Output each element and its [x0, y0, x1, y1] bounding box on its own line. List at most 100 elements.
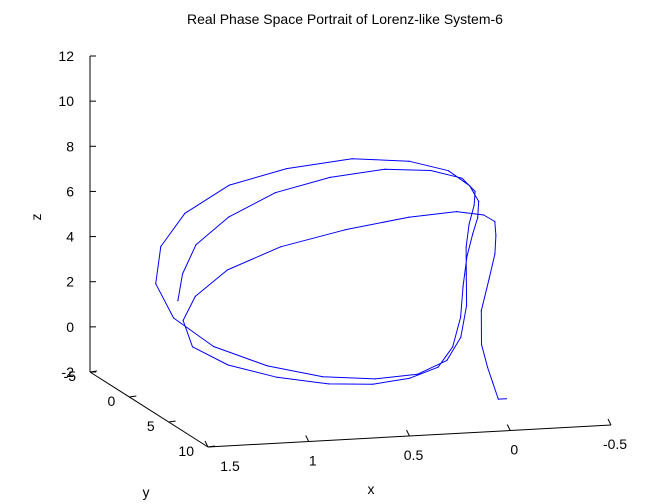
trajectory-point: [322, 376, 324, 378]
trajectory-point: [472, 233, 474, 235]
y-axis-line: [89, 371, 209, 448]
trajectory-point: [473, 204, 475, 206]
trajectory-point: [274, 192, 276, 194]
trajectory-point: [351, 158, 353, 160]
trajectory-point: [495, 234, 497, 236]
trajectory-point: [227, 364, 229, 366]
trajectory-point: [462, 285, 464, 287]
trajectory-point: [194, 295, 196, 297]
trajectory-point: [408, 160, 410, 162]
trajectory-point: [408, 216, 410, 218]
trajectory-point: [384, 168, 386, 170]
trajectory-point: [416, 373, 418, 375]
tick-labels: -2 0 2 4 6 8 10 12 -5 0 5 10 1.5 1 0.5 0 -0.5: [58, 48, 627, 474]
trajectory-point: [409, 377, 411, 379]
trajectory-point: [160, 245, 162, 248]
y-tick-label: 5: [147, 418, 155, 434]
trajectory-point: [497, 398, 499, 400]
trajectory-point: [460, 316, 462, 318]
trajectory-point: [480, 310, 482, 312]
trajectory-line: [155, 158, 507, 400]
trajectory-point: [344, 229, 346, 231]
trajectory-point: [191, 346, 194, 348]
trajectory-point: [452, 346, 454, 348]
y-tick: [129, 395, 137, 398]
chart-title: Real Phase Space Portrait of Lorenz-like…: [187, 11, 503, 27]
trajectory-point: [181, 273, 184, 275]
z-tick-label: 8: [66, 138, 74, 154]
trajectory-point: [182, 319, 184, 322]
trajectory-point: [477, 217, 479, 219]
trajectory-point: [374, 378, 376, 380]
trajectory-point: [478, 200, 480, 202]
x-tick-label: 1: [309, 453, 317, 469]
trajectory-point: [228, 184, 230, 186]
y-tick-label: 10: [178, 443, 194, 459]
z-tick-label: -2: [62, 364, 75, 380]
trajectory-point: [468, 223, 470, 225]
z-tick-label: 0: [66, 319, 74, 335]
trajectory-point: [461, 177, 463, 179]
trajectory-point: [266, 365, 268, 367]
trajectory-point: [465, 273, 467, 275]
trajectory-point: [460, 336, 462, 338]
y-tick: [168, 420, 176, 423]
x-tick: [607, 418, 612, 426]
trajectory-point: [329, 176, 331, 178]
trajectory-point: [494, 220, 496, 223]
trajectory-point: [486, 366, 489, 368]
y-tick: [89, 370, 98, 373]
x-tick: [305, 435, 310, 442]
z-tick-label: 12: [58, 48, 74, 64]
trajectory-point: [280, 246, 282, 248]
x-tick: [204, 440, 209, 448]
trajectory-point: [474, 190, 476, 192]
trajectory-point: [184, 212, 186, 214]
trajectory-point: [465, 246, 467, 248]
trajectory-point: [177, 300, 179, 302]
z-tick-label: 2: [66, 274, 74, 290]
trajectory-point: [447, 170, 449, 172]
trajectory-point: [430, 169, 432, 172]
x-tick-label: -0.5: [603, 436, 627, 452]
ticks: [89, 55, 612, 448]
trajectory-point: [483, 214, 485, 216]
trajectory-point: [213, 345, 215, 348]
trajectory-point: [469, 185, 471, 187]
x-tick-label: 1.5: [220, 458, 240, 474]
trajectory-point: [437, 366, 439, 368]
trajectory-point: [173, 317, 175, 319]
trajectory-point: [195, 244, 197, 246]
y-tick: [207, 445, 216, 448]
trajectory-point: [488, 278, 490, 280]
plot-area: [155, 158, 507, 400]
trajectory-point: [494, 253, 496, 255]
trajectory-point: [505, 398, 507, 400]
trajectory-point: [327, 383, 330, 385]
trajectory-point: [227, 216, 229, 218]
trajectory-point: [492, 381, 494, 384]
trajectory-point: [466, 256, 468, 258]
trajectory-point: [226, 269, 228, 271]
z-tick-label: 4: [66, 229, 74, 245]
trajectory-point: [466, 304, 468, 307]
trajectory-point: [286, 168, 288, 170]
x-axis-label: x: [368, 481, 375, 497]
x-tick-label: 0: [510, 442, 518, 458]
x-tick: [406, 429, 410, 437]
z-tick-label: 6: [66, 183, 74, 199]
z-axis-label: z: [28, 214, 44, 221]
x-tick: [506, 424, 511, 431]
y-tick-label: -5: [64, 368, 77, 384]
z-tick-label: 10: [58, 93, 74, 109]
trajectory-point: [372, 383, 374, 385]
trajectory-point: [455, 211, 458, 213]
y-axis-label: y: [143, 484, 150, 500]
x-tick-label: 0.5: [404, 447, 424, 463]
y-tick-label: 0: [108, 393, 116, 409]
trajectory-point: [480, 343, 483, 345]
trajectory-point: [155, 283, 157, 285]
trajectory-point: [446, 359, 448, 361]
